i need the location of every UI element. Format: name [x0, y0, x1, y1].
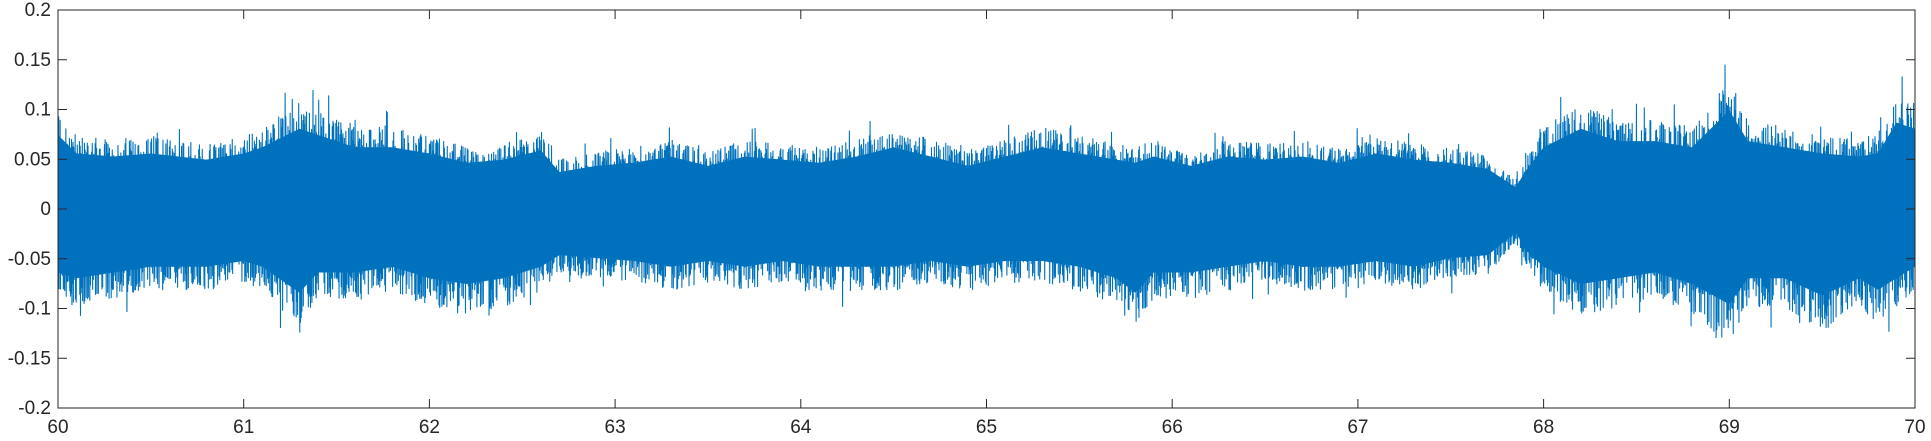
series-line: [58, 64, 1915, 339]
y-tick-label: 0.15: [14, 50, 51, 71]
x-tick-label: 64: [790, 417, 812, 438]
y-tick-label: -0.15: [8, 348, 51, 369]
x-tick-label: 70: [1904, 417, 1925, 438]
x-tick-label: 60: [47, 417, 68, 438]
plot-area: [58, 64, 1915, 339]
y-tick-label: -0.2: [18, 398, 51, 419]
x-tick-label: 69: [1719, 417, 1740, 438]
x-tick-label: 65: [976, 417, 997, 438]
x-tick-label: 66: [1162, 417, 1183, 438]
y-tick-label: 0.05: [14, 149, 51, 170]
x-tick-label: 62: [419, 417, 440, 438]
y-tick-label: 0: [40, 199, 51, 220]
y-tick-label: -0.05: [8, 249, 51, 270]
waveform-core: [58, 110, 1915, 305]
y-tick-label: -0.1: [18, 299, 51, 320]
y-tick-label: 0.2: [25, 0, 51, 21]
x-tick-label: 63: [605, 417, 626, 438]
x-tick-label: 67: [1347, 417, 1368, 438]
x-tick-label: 68: [1533, 417, 1554, 438]
axes: 60 61 62 63 64 65 66 67 68 69 70 0.2 0.15 0.1 0.05 0 -0.…: [8, 0, 1926, 438]
y-tick-label: 0.1: [25, 100, 51, 121]
x-tick-label: 61: [233, 417, 254, 438]
